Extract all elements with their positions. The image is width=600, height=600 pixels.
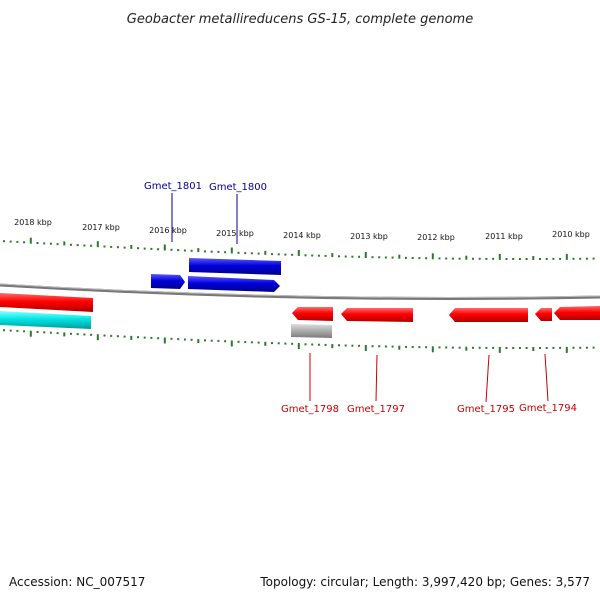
gene-arrow-gmet-1801[interactable] bbox=[151, 274, 185, 289]
gene-bar-forward-outer[interactable] bbox=[189, 258, 281, 275]
kbp-label: 2017 kbp bbox=[82, 223, 120, 232]
gene-labels: Gmet_1801 Gmet_1800 Gmet_1798 Gmet_1797 … bbox=[144, 181, 577, 415]
genome-backbone-highlight bbox=[0, 283, 600, 298]
kbp-label: 2011 kbp bbox=[485, 232, 523, 241]
genome-summary-text: Topology: circular; Length: 3,997,420 bp… bbox=[259, 575, 590, 589]
kbp-label: 2016 kbp bbox=[149, 226, 187, 235]
gene-label-gmet-1797[interactable]: Gmet_1797 bbox=[347, 404, 405, 415]
label-leader-lines bbox=[171, 193, 549, 403]
reverse-strand-genes bbox=[0, 293, 600, 322]
gene-arrow-gmet-1795[interactable] bbox=[449, 308, 528, 322]
accession-text: Accession: NC_007517 bbox=[9, 575, 145, 589]
map-title: Geobacter metallireducens GS-15, complet… bbox=[127, 12, 473, 27]
outer-tick-track bbox=[3, 237, 595, 260]
forward-strand-genes bbox=[151, 258, 281, 292]
gene-arrow-gmet-1797[interactable] bbox=[341, 308, 413, 322]
gene-label-gmet-1800[interactable]: Gmet_1800 bbox=[209, 182, 267, 193]
gene-bar-reverse-left[interactable] bbox=[0, 293, 93, 312]
rna-gene-bar[interactable] bbox=[0, 311, 91, 329]
other-feature-bar[interactable] bbox=[291, 324, 332, 338]
kbp-scale-labels: 2018 kbp 2017 kbp 2016 kbp 2015 kbp 2014… bbox=[14, 218, 590, 242]
gene-arrow-gmet-1798[interactable] bbox=[292, 307, 333, 321]
gene-arrow-gmet-1800[interactable] bbox=[188, 276, 280, 292]
leader-line-gmet-1795 bbox=[485, 354, 490, 403]
kbp-label: 2018 kbp bbox=[14, 218, 52, 227]
gene-arrow-gmet-1794[interactable] bbox=[554, 306, 600, 320]
gene-label-gmet-1798[interactable]: Gmet_1798 bbox=[281, 404, 339, 415]
inner-tick-track bbox=[3, 329, 595, 353]
kbp-label: 2014 kbp bbox=[283, 231, 321, 240]
gene-label-gmet-1801[interactable]: Gmet_1801 bbox=[144, 181, 202, 192]
genome-backbone bbox=[0, 283, 600, 300]
gene-label-gmet-1795[interactable]: Gmet_1795 bbox=[457, 404, 515, 415]
gene-label-gmet-1794[interactable]: Gmet_1794 bbox=[519, 403, 577, 414]
kbp-label: 2015 kbp bbox=[216, 229, 254, 238]
leader-line-gmet-1797 bbox=[375, 354, 378, 402]
leader-line-gmet-1794 bbox=[544, 353, 549, 402]
kbp-label: 2013 kbp bbox=[350, 232, 388, 241]
gene-arrow-unlabeled[interactable] bbox=[535, 308, 552, 321]
kbp-label: 2012 kbp bbox=[417, 233, 455, 242]
kbp-label: 2010 kbp bbox=[552, 230, 590, 239]
